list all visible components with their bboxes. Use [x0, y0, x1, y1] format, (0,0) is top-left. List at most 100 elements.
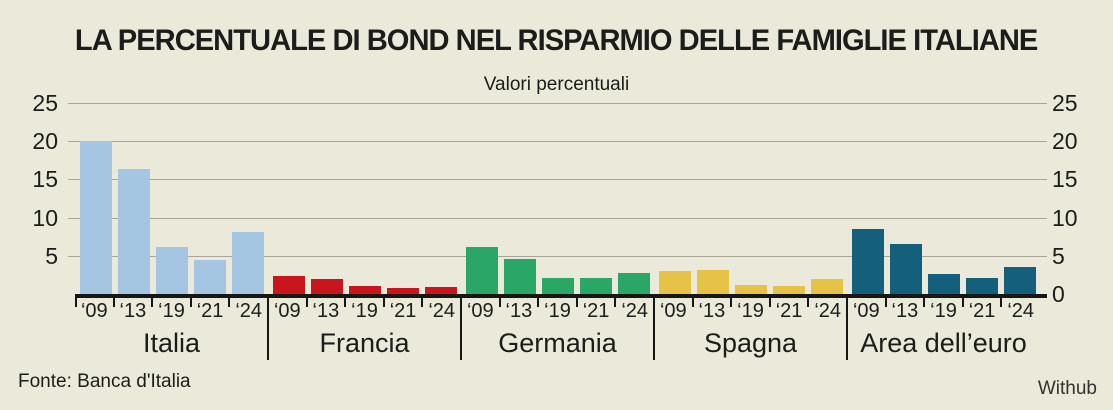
- year-label: ‘09: [852, 300, 880, 322]
- year-label: ‘13: [698, 300, 726, 322]
- y-axis-label-right-10: 10: [1052, 204, 1078, 231]
- gridline-5: [68, 255, 1047, 257]
- axis-tick: [228, 298, 231, 307]
- bar-spagna-19: [734, 284, 767, 294]
- group-divider: [846, 294, 848, 360]
- bar-area-dell-euro-24: [1003, 266, 1036, 294]
- bar-italia-24: [231, 232, 264, 294]
- year-label: ‘19: [930, 300, 957, 322]
- bar-germania-19: [541, 277, 574, 294]
- bar-francia-13: [310, 278, 343, 294]
- axis-tick: [730, 298, 733, 307]
- year-label: ‘24: [235, 300, 263, 322]
- bar-area-dell-euro-13: [889, 243, 922, 294]
- y-axis-label-right-5: 5: [1052, 242, 1065, 269]
- year-labels-francia: ‘09 ‘13 ‘19 ‘21 ‘24: [268, 299, 461, 324]
- y-axis-label-left-5: 5: [45, 242, 58, 269]
- axis-tick: [537, 298, 540, 307]
- gridline-25: [68, 103, 1047, 104]
- x-axis-line: [75, 294, 1047, 298]
- bar-francia-19: [348, 286, 381, 294]
- year-label: ‘09: [273, 300, 301, 322]
- gridline-20: [68, 141, 1047, 143]
- year-labels-italia: ‘09 ‘13 ‘19 ‘21 ‘24: [75, 299, 268, 324]
- group-italia: [75, 103, 268, 294]
- year-label: ‘09: [659, 300, 687, 322]
- year-label: ‘21: [389, 300, 417, 322]
- group-divider: [267, 294, 269, 360]
- bar-francia-24: [424, 287, 457, 294]
- axis-tick: [1000, 298, 1003, 307]
- year-label: ‘19: [158, 300, 185, 322]
- bar-germania-21: [579, 277, 612, 294]
- bar-italia-09: [79, 141, 112, 294]
- chart-subtitle: Valori percentuali: [483, 74, 630, 95]
- year-label: ‘24: [814, 300, 842, 322]
- axis-tick: [112, 298, 115, 307]
- bar-italia-19: [155, 247, 188, 294]
- plot-area: [68, 103, 1047, 294]
- y-axis-label-left-25: 25: [32, 90, 58, 116]
- gridline-15: [68, 179, 1047, 181]
- group-francia: [268, 103, 461, 294]
- y-axis-label-right-20: 20: [1052, 128, 1078, 155]
- group-label-spagna: Spagna: [703, 328, 798, 358]
- source-note: Fonte: Banca d'Italia: [18, 371, 191, 392]
- year-label: ‘21: [775, 300, 803, 322]
- axis-tick: [421, 298, 424, 307]
- bar-germania-09: [465, 246, 498, 294]
- year-label: ‘09: [466, 300, 494, 322]
- bar-francia-09: [272, 276, 305, 294]
- year-label: ‘19: [737, 300, 764, 322]
- axis-tick: [189, 298, 192, 307]
- year-label: ‘13: [891, 300, 919, 322]
- group-label-italia: Italia: [142, 328, 201, 358]
- y-axis-label-right-25: 25: [1052, 90, 1078, 116]
- group-germania: [461, 103, 654, 294]
- axis-tick: [807, 298, 810, 307]
- axis-tick: [768, 298, 771, 307]
- axis-tick: [923, 298, 926, 307]
- bar-germania-24: [617, 272, 650, 294]
- chart-title: LA PERCENTUALE DI BOND NEL RISPARMIO DEL…: [0, 24, 1113, 58]
- year-label: ‘24: [621, 300, 649, 322]
- group-label-germania: Germania: [498, 328, 617, 358]
- bar-spagna-09: [658, 271, 691, 294]
- bar-area-dell-euro-19: [927, 274, 960, 294]
- group-divider: [460, 294, 462, 360]
- year-label: ‘21: [968, 300, 996, 322]
- year-labels-area-dell-euro: ‘09 ‘13 ‘19 ‘21 ‘24: [847, 299, 1040, 324]
- y-axis-label-left-20: 20: [32, 128, 58, 155]
- bar-area-dell-euro-21: [965, 277, 998, 294]
- bar-italia-13: [117, 169, 150, 294]
- year-label: ‘13: [312, 300, 340, 322]
- axis-tick: [151, 298, 154, 307]
- year-labels-spagna: ‘09 ‘13 ‘19 ‘21 ‘24: [654, 299, 847, 324]
- y-axis-label-right-0: 0: [1052, 281, 1065, 307]
- bar-groups: [75, 103, 1040, 294]
- credit-label: Withub: [1037, 378, 1097, 399]
- y-axis-label-right-15: 15: [1052, 166, 1078, 193]
- axis-tick: [614, 298, 617, 307]
- axis-tick: [691, 298, 694, 307]
- axis-tick: [884, 298, 887, 307]
- group-area-dell-euro: [847, 103, 1040, 294]
- axis-tick: [575, 298, 578, 307]
- axis-tick: [498, 298, 501, 307]
- y-axis-label-left-15: 15: [32, 166, 58, 193]
- year-labels-germania: ‘09 ‘13 ‘19 ‘21 ‘24: [461, 299, 654, 324]
- bar-spagna-13: [696, 270, 729, 294]
- group-spagna: [654, 103, 847, 294]
- year-label: ‘24: [1007, 300, 1035, 322]
- year-label: ‘09: [80, 300, 108, 322]
- year-label: ‘19: [351, 300, 378, 322]
- bar-area-dell-euro-09: [851, 229, 884, 294]
- year-label: ‘21: [196, 300, 224, 322]
- bar-spagna-21: [772, 285, 805, 294]
- year-label: ‘13: [505, 300, 533, 322]
- axis-tick: [382, 298, 385, 307]
- axis-start-tick: [75, 298, 77, 307]
- group-label-francia: Francia: [319, 328, 410, 358]
- bar-spagna-24: [810, 278, 843, 294]
